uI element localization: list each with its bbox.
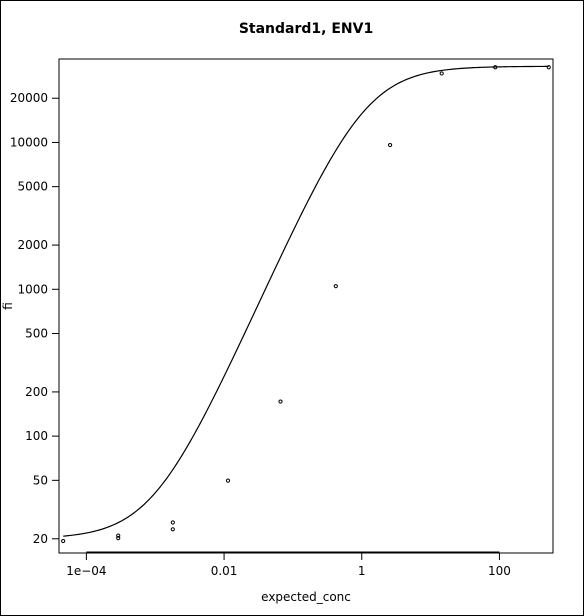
y-tick-label: 5000 — [17, 180, 48, 194]
data-point — [439, 71, 444, 76]
data-point — [170, 520, 175, 525]
chart-title: Standard1, ENV1 — [239, 21, 373, 37]
y-tick-label: 2000 — [17, 238, 48, 252]
data-point — [546, 65, 551, 70]
y-tick-label: 50 — [33, 473, 48, 487]
y-tick-label: 500 — [25, 326, 48, 340]
y-tick-label: 10000 — [10, 135, 48, 149]
data-point — [278, 399, 283, 404]
y-tick-label: 200 — [25, 385, 48, 399]
y-axis: 20 50 100 200 500 1000 2000 5000 10000 20000 — [10, 91, 60, 546]
data-point — [170, 527, 175, 532]
x-tick-label: 0.01 — [211, 564, 238, 578]
x-tick-label: 1 — [358, 564, 366, 578]
data-points — [61, 65, 551, 544]
data-point — [387, 142, 393, 148]
data-point — [225, 478, 231, 483]
x-tick-label: 100 — [488, 564, 511, 578]
x-axis: 1e−04 0.01 1 100 — [66, 551, 511, 578]
y-tick-label: 1000 — [17, 282, 48, 296]
y-tick-label: 20 — [33, 532, 48, 546]
data-point — [116, 533, 121, 538]
x-ticks: 1e−04 0.01 1 100 — [66, 553, 511, 578]
y-axis-label: fi — [1, 302, 15, 310]
fit-curve — [63, 65, 549, 537]
y-tick-label: 100 — [25, 429, 48, 443]
data-point — [61, 538, 66, 544]
data-point — [116, 536, 121, 541]
y-ticks: 20 50 100 200 500 1000 2000 5000 10000 20000 — [10, 91, 59, 546]
x-axis-label: expected_conc — [261, 590, 351, 604]
data-point — [493, 65, 498, 70]
y-tick-label: 20000 — [10, 91, 48, 105]
data-point — [333, 284, 338, 289]
x-tick-label: 1e−04 — [66, 564, 106, 578]
